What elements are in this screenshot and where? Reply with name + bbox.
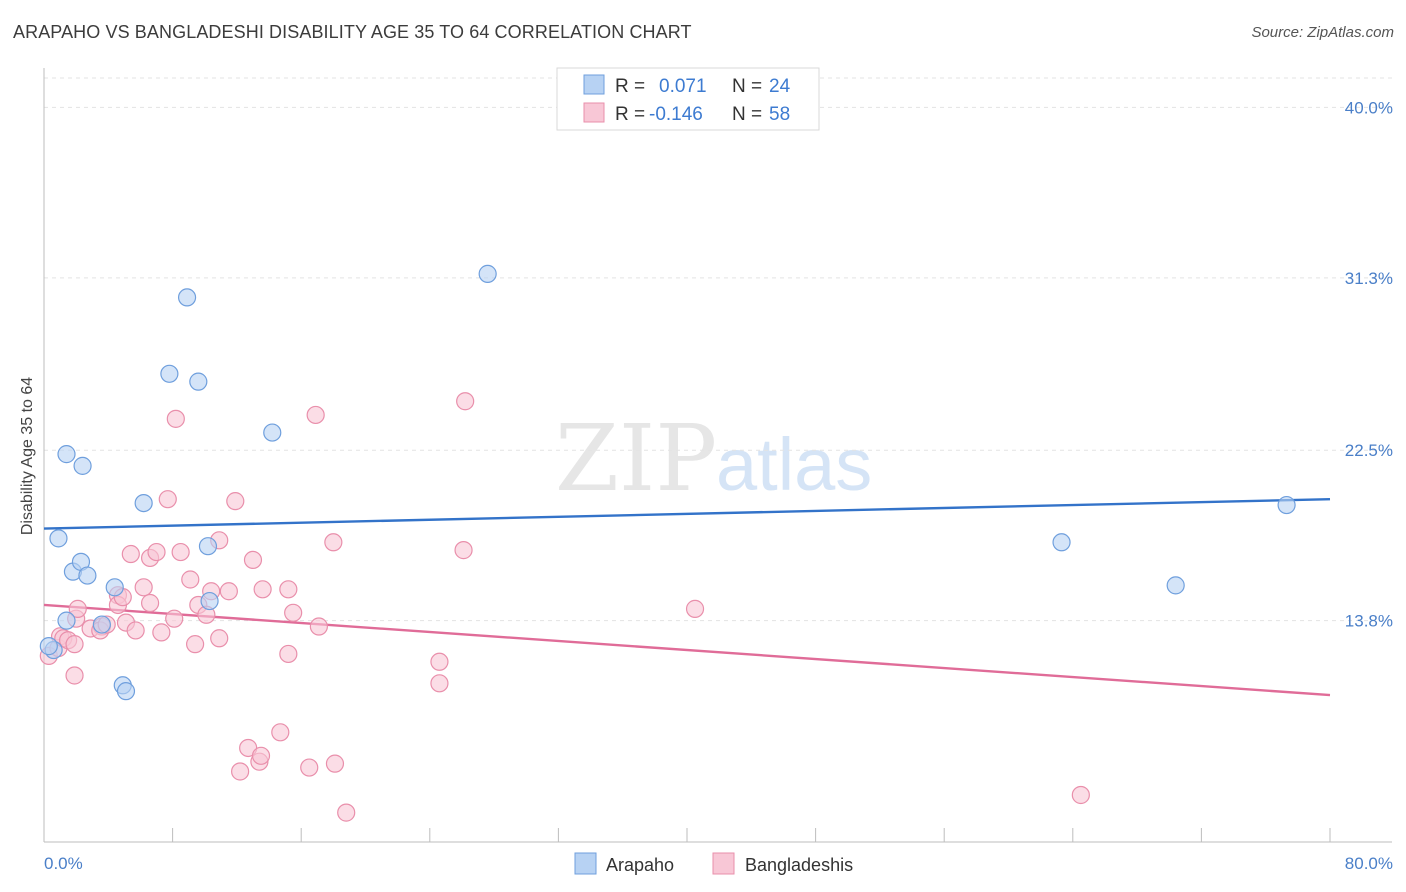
bangladeshis-point [337, 803, 356, 822]
arapaho-point [39, 637, 58, 656]
bangladeshis-point [243, 550, 263, 570]
bottom-legend-arapaho: Arapaho [606, 855, 674, 875]
bangladeshis-point [134, 578, 153, 597]
bangladeshis-point [284, 603, 303, 622]
bangladeshis-point [226, 492, 245, 511]
bangladeshis-point [306, 405, 325, 425]
y-tick-label: 22.5% [1345, 441, 1393, 460]
bangladeshis-point [68, 599, 87, 618]
x-tick-label: 0.0% [44, 854, 83, 873]
legend-box: R = 0.071 N = 24 R = -0.146 N = 58 [556, 67, 820, 131]
bangladeshis-point [300, 758, 319, 777]
bangladeshis-point [126, 621, 145, 640]
watermark-atlas: atlas [716, 423, 872, 506]
legend-n-label-1: N = [732, 76, 762, 97]
bangladeshis-point [121, 544, 140, 564]
bangladeshis-point [181, 570, 200, 589]
legend-r-value-2: -0.146 [649, 104, 703, 125]
bangladeshis-point [279, 644, 298, 664]
gridlines [44, 77, 1392, 622]
bangladeshis-trend-line [43, 603, 1331, 697]
bangladeshis-point [685, 599, 705, 618]
bangladeshis-point [219, 582, 238, 601]
bangladeshis-point [186, 635, 205, 654]
bangladeshis-point [324, 533, 343, 552]
bangladeshis-point [147, 542, 166, 562]
tick-labels: 13.8% 22.5% 31.3% 40.0% 0.0% 80.0% [44, 98, 1393, 873]
arapaho-point [57, 445, 76, 464]
arapaho-point [1052, 533, 1071, 552]
y-tick-label: 13.8% [1345, 612, 1393, 631]
arapaho-point [189, 372, 208, 391]
bangladeshis-point [253, 580, 272, 599]
bangladeshis-point [165, 609, 184, 628]
legend-n-value-1: 24 [769, 76, 791, 97]
bottom-legend: Arapaho Bangladeshis [574, 852, 853, 875]
arapaho-point [134, 493, 153, 513]
bangladeshis-point [158, 490, 177, 509]
bangladeshis-point [65, 666, 84, 685]
arapaho-point [73, 456, 92, 475]
arapaho-point [177, 288, 197, 307]
source-label: Source: ZipAtlas.com [1251, 24, 1394, 41]
bottom-legend-swatch-arapaho [574, 852, 597, 875]
trend-lines [43, 497, 1331, 697]
y-tick-label: 31.3% [1345, 269, 1393, 288]
bangladeshis-point [171, 542, 190, 562]
bangladeshis-point [430, 652, 449, 671]
bangladeshis-point [454, 541, 473, 560]
legend-swatch-bangladeshis [583, 102, 605, 123]
bangladeshis-point [65, 635, 84, 654]
bangladeshis-point [325, 754, 345, 773]
arapaho-point [49, 529, 68, 548]
bangladeshis-point [1071, 785, 1090, 805]
legend-n-label-2: N = [732, 104, 762, 125]
y-tick-label: 40.0% [1345, 98, 1393, 117]
arapaho-point [1277, 495, 1296, 515]
legend-r-label-2: R = [615, 104, 645, 125]
x-tick-label: 80.0% [1345, 854, 1393, 873]
arapaho-point [78, 566, 97, 585]
bottom-legend-bangladeshis: Bangladeshis [745, 855, 853, 875]
legend-n-value-2: 58 [769, 104, 790, 125]
arapaho-point [1166, 576, 1185, 595]
bangladeshis-point [231, 762, 250, 781]
chart-title: ARAPAHO VS BANGLADESHI DISABILITY AGE 35… [13, 22, 692, 42]
bangladeshis-point [430, 674, 449, 693]
bottom-legend-swatch-bangladeshis [712, 852, 735, 875]
y-axis-label: Disability Age 35 to 64 [19, 377, 36, 535]
bangladeshis-point [210, 629, 229, 648]
legend-r-value-1: 0.071 [659, 76, 707, 97]
arapaho-trend-line [43, 497, 1331, 530]
arapaho-point [105, 578, 124, 597]
axes [43, 68, 1392, 843]
bangladeshis-point [166, 409, 185, 428]
bangladeshis-point [251, 746, 271, 765]
bangladeshis-point [140, 593, 160, 613]
arapaho-point [160, 364, 179, 383]
arapaho-point [92, 615, 111, 634]
arapaho-point [116, 682, 136, 701]
arapaho-point [57, 611, 76, 630]
arapaho-point [200, 591, 219, 611]
bangladeshis-point [309, 617, 328, 636]
bangladeshis-point [271, 723, 290, 742]
bangladeshis-point [456, 392, 475, 411]
arapaho-point [198, 537, 218, 556]
watermark-zip: ZIP [555, 405, 717, 512]
data-points [39, 264, 1296, 822]
arapaho-point [263, 423, 282, 442]
legend-r-label-1: R = [615, 76, 645, 97]
arapaho-point [478, 264, 497, 283]
bangladeshis-point [279, 580, 298, 599]
bangladeshis-point [152, 623, 171, 642]
legend-swatch-arapaho [583, 74, 605, 95]
